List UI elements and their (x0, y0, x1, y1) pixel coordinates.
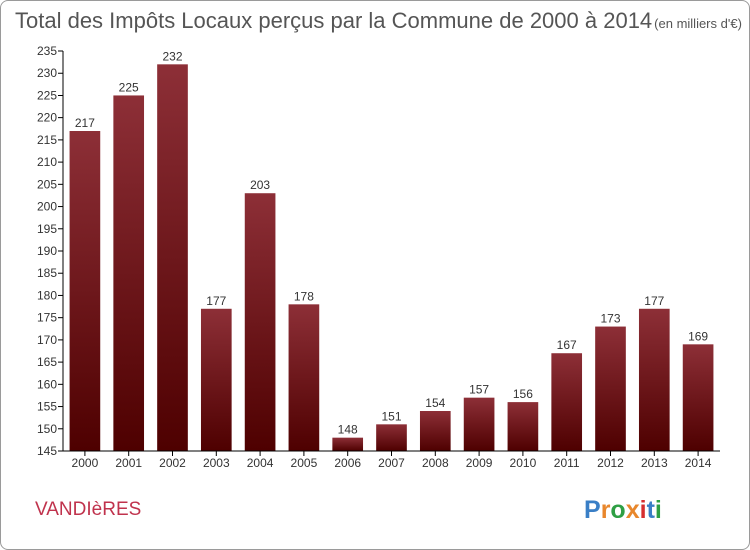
bar-2003 (200, 308, 232, 451)
y-tick-label: 145 (37, 444, 57, 458)
x-tick-label: 2011 (554, 456, 580, 470)
y-tick-label: 225 (37, 88, 57, 102)
bar-value-label: 169 (688, 329, 708, 343)
bar-value-label: 177 (644, 294, 664, 308)
x-tick-label: 2009 (466, 456, 493, 470)
bar-2002 (157, 64, 188, 452)
x-tick-label: 2008 (422, 456, 449, 470)
bar-2007 (376, 424, 407, 451)
bar-2010 (507, 402, 539, 451)
y-tick-label: 150 (37, 422, 57, 436)
y-tick-label: 235 (37, 44, 57, 58)
plot-area: 145 150 155 160 165 170 175 180 185 190 195 200 205 2… (37, 44, 720, 470)
bar-value-label: 154 (425, 396, 445, 410)
y-tick-label: 170 (37, 333, 57, 347)
bar-value-label: 232 (162, 49, 182, 63)
y-tick-label: 185 (37, 266, 57, 280)
x-tick-label: 2005 (291, 456, 318, 470)
bar-2000 (69, 131, 101, 451)
logo-letter: r (601, 496, 611, 524)
bar-value-label: 173 (600, 312, 620, 326)
x-axis: 2000 2001 2002 2003 2004 2005 2006 2007 2008 2009… (63, 450, 720, 470)
chart-subtitle: (en milliers d'€) (654, 16, 742, 31)
x-tick-label: 2012 (597, 456, 624, 470)
x-tick-label: 2001 (115, 456, 142, 470)
bars: 217 225 232 177 203 178 148 151 154 157 156 167 173 1… (69, 49, 714, 452)
bar-value-label: 178 (294, 289, 314, 303)
x-tick-label: 2006 (334, 456, 361, 470)
bar-value-label: 167 (557, 338, 577, 352)
commune-name: VANDIèRES (35, 499, 141, 520)
chart-title: Total des Impôts Locaux perçus par la Co… (15, 8, 742, 33)
bar-2004 (244, 193, 276, 451)
y-tick-label: 190 (37, 244, 57, 258)
y-tick-label: 180 (37, 288, 57, 302)
bar-2014 (682, 344, 714, 451)
x-tick-label: 2013 (641, 456, 668, 470)
bar-2011 (551, 353, 583, 451)
y-tick-label: 230 (37, 66, 57, 80)
bar-value-label: 157 (469, 383, 489, 397)
x-tick-label: 2010 (510, 456, 537, 470)
logo-letter: x (626, 496, 640, 524)
bar-2009 (463, 397, 495, 451)
x-tick-label: 2003 (203, 456, 230, 470)
x-tick-label: 2004 (247, 456, 274, 470)
y-tick-label: 215 (37, 133, 57, 147)
bar-value-label: 156 (513, 387, 533, 401)
y-tick-label: 165 (37, 355, 57, 369)
bar-2001 (113, 95, 145, 451)
bar-2005 (288, 304, 320, 451)
y-tick-label: 200 (37, 200, 57, 214)
bar-value-label: 177 (206, 294, 226, 308)
bar-value-label: 151 (381, 409, 401, 423)
bar-value-label: 225 (119, 80, 139, 94)
y-axis: 145 150 155 160 165 170 175 180 185 190 195 200 205 2… (37, 44, 64, 458)
bar-value-label: 203 (250, 178, 270, 192)
x-tick-label: 2007 (378, 456, 405, 470)
x-tick-label: 2000 (72, 456, 99, 470)
y-tick-label: 160 (37, 377, 57, 391)
logo-letter: i (640, 496, 647, 524)
bar-2008 (419, 411, 451, 451)
bar-2012 (595, 326, 626, 451)
chart-title-main: Total des Impôts Locaux perçus par la Co… (15, 8, 652, 33)
bar-2013 (638, 308, 670, 451)
logo-letter: t (647, 496, 656, 524)
logo-letter: i (655, 496, 662, 524)
bar-2006 (332, 437, 364, 451)
x-tick-label: 2002 (159, 456, 186, 470)
logo-letter: P (584, 496, 601, 524)
x-tick-label: 2014 (685, 456, 712, 470)
proxiti-logo[interactable]: Proxiti (584, 496, 662, 524)
bar-value-label: 217 (75, 116, 95, 130)
y-tick-label: 155 (37, 400, 57, 414)
y-tick-label: 175 (37, 311, 57, 325)
y-tick-label: 210 (37, 155, 57, 169)
y-tick-label: 195 (37, 222, 57, 236)
y-tick-label: 220 (37, 111, 57, 125)
logo-letter: o (610, 496, 625, 524)
y-tick-label: 205 (37, 177, 57, 191)
bar-value-label: 148 (338, 423, 358, 437)
